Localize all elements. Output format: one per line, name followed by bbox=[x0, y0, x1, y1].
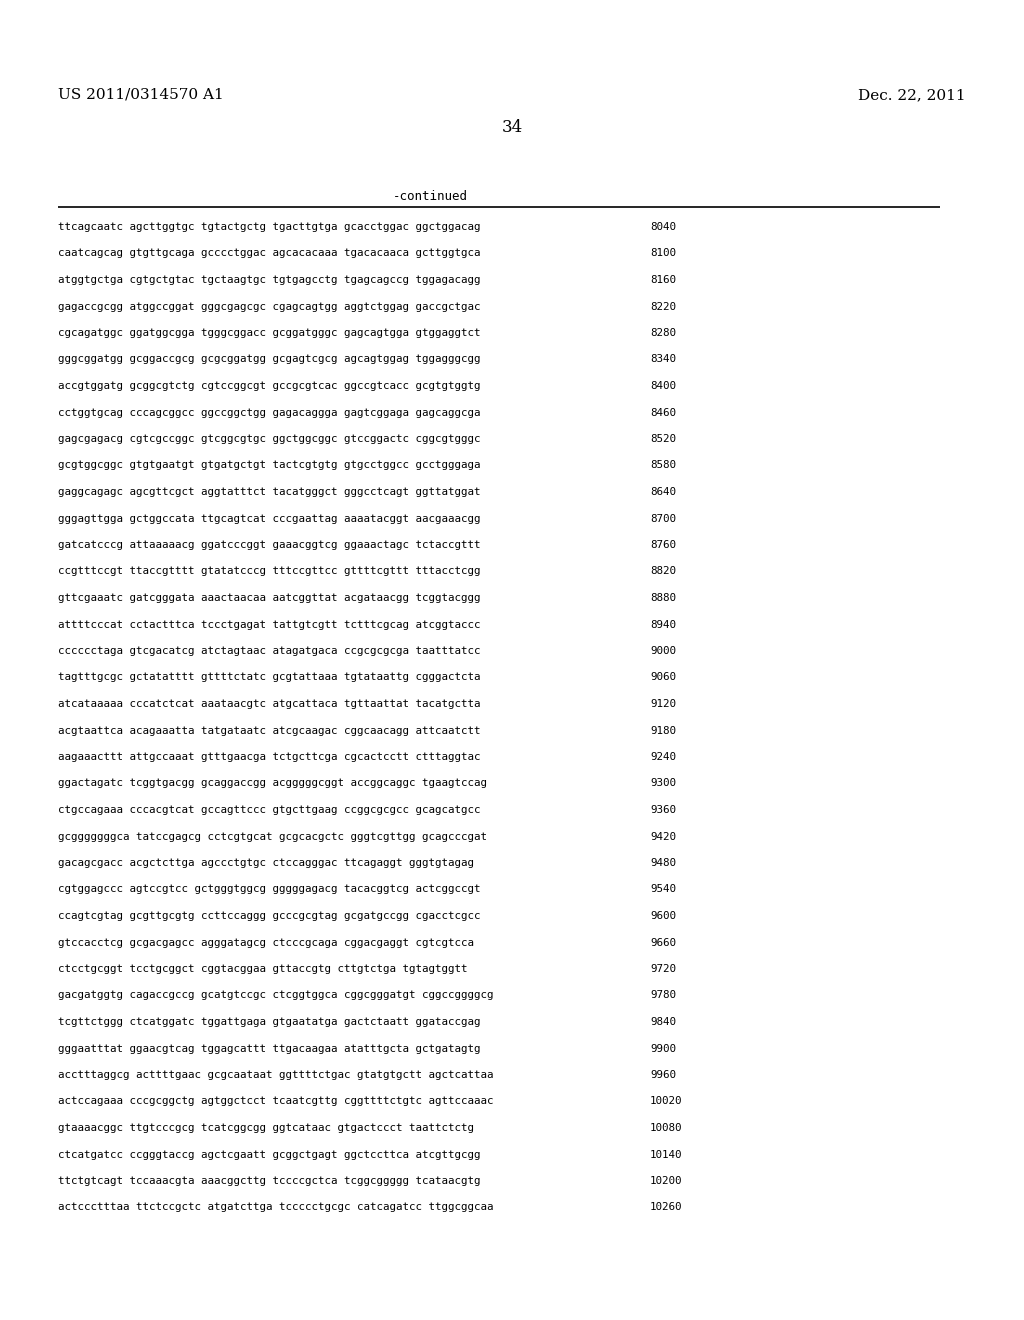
Text: 9120: 9120 bbox=[650, 700, 676, 709]
Text: 9540: 9540 bbox=[650, 884, 676, 895]
Text: accgtggatg gcggcgtctg cgtccggcgt gccgcgtcac ggccgtcacc gcgtgtggtg: accgtggatg gcggcgtctg cgtccggcgt gccgcgt… bbox=[58, 381, 480, 391]
Text: ccgtttccgt ttaccgtttt gtatatcccg tttccgttcc gttttcgttt tttacctcgg: ccgtttccgt ttaccgtttt gtatatcccg tttccgt… bbox=[58, 566, 480, 577]
Text: gagaccgcgg atggccggat gggcgagcgc cgagcagtgg aggtctggag gaccgctgac: gagaccgcgg atggccggat gggcgagcgc cgagcag… bbox=[58, 301, 480, 312]
Text: 8040: 8040 bbox=[650, 222, 676, 232]
Text: ctcctgcggt tcctgcggct cggtacggaa gttaccgtg cttgtctga tgtagtggtt: ctcctgcggt tcctgcggct cggtacggaa gttaccg… bbox=[58, 964, 468, 974]
Text: 34: 34 bbox=[502, 120, 522, 136]
Text: 8820: 8820 bbox=[650, 566, 676, 577]
Text: US 2011/0314570 A1: US 2011/0314570 A1 bbox=[58, 88, 224, 102]
Text: 8460: 8460 bbox=[650, 408, 676, 417]
Text: actccctttaa ttctccgctc atgatcttga tccccctgcgc catcagatcc ttggcggcaa: actccctttaa ttctccgctc atgatcttga tccccc… bbox=[58, 1203, 494, 1213]
Text: gaggcagagc agcgttcgct aggtatttct tacatgggct gggcctcagt ggttatggat: gaggcagagc agcgttcgct aggtatttct tacatgg… bbox=[58, 487, 480, 498]
Text: 8940: 8940 bbox=[650, 619, 676, 630]
Text: 9780: 9780 bbox=[650, 990, 676, 1001]
Text: 8280: 8280 bbox=[650, 327, 676, 338]
Text: 9420: 9420 bbox=[650, 832, 676, 842]
Text: gcgggggggca tatccgagcg cctcgtgcat gcgcacgctc gggtcgttgg gcagcccgat: gcgggggggca tatccgagcg cctcgtgcat gcgcac… bbox=[58, 832, 487, 842]
Text: 8220: 8220 bbox=[650, 301, 676, 312]
Text: 9720: 9720 bbox=[650, 964, 676, 974]
Text: 9240: 9240 bbox=[650, 752, 676, 762]
Text: aagaaacttt attgccaaat gtttgaacga tctgcttcga cgcactcctt ctttaggtac: aagaaacttt attgccaaat gtttgaacga tctgctt… bbox=[58, 752, 480, 762]
Text: 8580: 8580 bbox=[650, 461, 676, 470]
Text: 9480: 9480 bbox=[650, 858, 676, 869]
Text: gatcatcccg attaaaaacg ggatcccggt gaaacggtcg ggaaactagc tctaccgttt: gatcatcccg attaaaaacg ggatcccggt gaaacgg… bbox=[58, 540, 480, 550]
Text: gggagttgga gctggccata ttgcagtcat cccgaattag aaaatacggt aacgaaacgg: gggagttgga gctggccata ttgcagtcat cccgaat… bbox=[58, 513, 480, 524]
Text: ctgccagaaa cccacgtcat gccagttccc gtgcttgaag ccggcgcgcc gcagcatgcc: ctgccagaaa cccacgtcat gccagttccc gtgcttg… bbox=[58, 805, 480, 814]
Text: 9060: 9060 bbox=[650, 672, 676, 682]
Text: gggaatttat ggaacgtcag tggagcattt ttgacaagaa atatttgcta gctgatagtg: gggaatttat ggaacgtcag tggagcattt ttgacaa… bbox=[58, 1044, 480, 1053]
Text: 9960: 9960 bbox=[650, 1071, 676, 1080]
Text: 9300: 9300 bbox=[650, 779, 676, 788]
Text: cgtggagccc agtccgtcc gctgggtggcg gggggagacg tacacggtcg actcggccgt: cgtggagccc agtccgtcc gctgggtggcg gggggag… bbox=[58, 884, 480, 895]
Text: 10200: 10200 bbox=[650, 1176, 683, 1185]
Text: 8520: 8520 bbox=[650, 434, 676, 444]
Text: cctggtgcag cccagcggcc ggccggctgg gagacaggga gagtcggaga gagcaggcga: cctggtgcag cccagcggcc ggccggctgg gagacag… bbox=[58, 408, 480, 417]
Text: actccagaaa cccgcggctg agtggctcct tcaatcgttg cggttttctgtc agttccaaac: actccagaaa cccgcggctg agtggctcct tcaatcg… bbox=[58, 1097, 494, 1106]
Text: gggcggatgg gcggaccgcg gcgcggatgg gcgagtcgcg agcagtggag tggagggcgg: gggcggatgg gcggaccgcg gcgcggatgg gcgagtc… bbox=[58, 355, 480, 364]
Text: gcgtggcggc gtgtgaatgt gtgatgctgt tactcgtgtg gtgcctggcc gcctgggaga: gcgtggcggc gtgtgaatgt gtgatgctgt tactcgt… bbox=[58, 461, 480, 470]
Text: -continued: -continued bbox=[392, 190, 468, 202]
Text: 9660: 9660 bbox=[650, 937, 676, 948]
Text: gacagcgacc acgctcttga agccctgtgc ctccagggac ttcagaggt gggtgtagag: gacagcgacc acgctcttga agccctgtgc ctccagg… bbox=[58, 858, 474, 869]
Text: cccccctaga gtcgacatcg atctagtaac atagatgaca ccgcgcgcga taatttatcc: cccccctaga gtcgacatcg atctagtaac atagatg… bbox=[58, 645, 480, 656]
Text: 9360: 9360 bbox=[650, 805, 676, 814]
Text: 10080: 10080 bbox=[650, 1123, 683, 1133]
Text: ctcatgatcc ccgggtaccg agctcgaatt gcggctgagt ggctccttca atcgttgcgg: ctcatgatcc ccgggtaccg agctcgaatt gcggctg… bbox=[58, 1150, 480, 1159]
Text: 10140: 10140 bbox=[650, 1150, 683, 1159]
Text: 8640: 8640 bbox=[650, 487, 676, 498]
Text: 8760: 8760 bbox=[650, 540, 676, 550]
Text: 10260: 10260 bbox=[650, 1203, 683, 1213]
Text: 8400: 8400 bbox=[650, 381, 676, 391]
Text: 9180: 9180 bbox=[650, 726, 676, 735]
Text: gtccacctcg gcgacgagcc agggatagcg ctcccgcaga cggacgaggt cgtcgtcca: gtccacctcg gcgacgagcc agggatagcg ctcccgc… bbox=[58, 937, 474, 948]
Text: gttcgaaatc gatcgggata aaactaacaa aatcggttat acgataacgg tcggtacggg: gttcgaaatc gatcgggata aaactaacaa aatcggt… bbox=[58, 593, 480, 603]
Text: ttctgtcagt tccaaacgta aaacggcttg tccccgctca tcggcggggg tcataacgtg: ttctgtcagt tccaaacgta aaacggcttg tccccgc… bbox=[58, 1176, 480, 1185]
Text: 8160: 8160 bbox=[650, 275, 676, 285]
Text: 9600: 9600 bbox=[650, 911, 676, 921]
Text: Dec. 22, 2011: Dec. 22, 2011 bbox=[858, 88, 966, 102]
Text: 8340: 8340 bbox=[650, 355, 676, 364]
Text: tagtttgcgc gctatatttt gttttctatc gcgtattaaa tgtataattg cgggactcta: tagtttgcgc gctatatttt gttttctatc gcgtatt… bbox=[58, 672, 480, 682]
Text: ttcagcaatc agcttggtgc tgtactgctg tgacttgtga gcacctggac ggctggacag: ttcagcaatc agcttggtgc tgtactgctg tgacttg… bbox=[58, 222, 480, 232]
Text: acgtaattca acagaaatta tatgataatc atcgcaagac cggcaacagg attcaatctt: acgtaattca acagaaatta tatgataatc atcgcaa… bbox=[58, 726, 480, 735]
Text: atcataaaaa cccatctcat aaataacgtc atgcattaca tgttaattat tacatgctta: atcataaaaa cccatctcat aaataacgtc atgcatt… bbox=[58, 700, 480, 709]
Text: 9840: 9840 bbox=[650, 1016, 676, 1027]
Text: 8100: 8100 bbox=[650, 248, 676, 259]
Text: 8880: 8880 bbox=[650, 593, 676, 603]
Text: ccagtcgtag gcgttgcgtg ccttccaggg gcccgcgtag gcgatgccgg cgacctcgcc: ccagtcgtag gcgttgcgtg ccttccaggg gcccgcg… bbox=[58, 911, 480, 921]
Text: ggactagatc tcggtgacgg gcaggaccgg acgggggcggt accggcaggc tgaagtccag: ggactagatc tcggtgacgg gcaggaccgg acggggg… bbox=[58, 779, 487, 788]
Text: gagcgagacg cgtcgccggc gtcggcgtgc ggctggcggc gtccggactc cggcgtgggc: gagcgagacg cgtcgccggc gtcggcgtgc ggctggc… bbox=[58, 434, 480, 444]
Text: cgcagatggc ggatggcgga tgggcggacc gcggatgggc gagcagtgga gtggaggtct: cgcagatggc ggatggcgga tgggcggacc gcggatg… bbox=[58, 327, 480, 338]
Text: gacgatggtg cagaccgccg gcatgtccgc ctcggtggca cggcgggatgt cggccggggcg: gacgatggtg cagaccgccg gcatgtccgc ctcggtg… bbox=[58, 990, 494, 1001]
Text: attttcccat cctactttca tccctgagat tattgtcgtt tctttcgcag atcggtaccc: attttcccat cctactttca tccctgagat tattgtc… bbox=[58, 619, 480, 630]
Text: 9000: 9000 bbox=[650, 645, 676, 656]
Text: 9900: 9900 bbox=[650, 1044, 676, 1053]
Text: 10020: 10020 bbox=[650, 1097, 683, 1106]
Text: caatcagcag gtgttgcaga gcccctggac agcacacaaa tgacacaaca gcttggtgca: caatcagcag gtgttgcaga gcccctggac agcacac… bbox=[58, 248, 480, 259]
Text: tcgttctggg ctcatggatc tggattgaga gtgaatatga gactctaatt ggataccgag: tcgttctggg ctcatggatc tggattgaga gtgaata… bbox=[58, 1016, 480, 1027]
Text: acctttaggcg acttttgaac gcgcaataat ggttttctgac gtatgtgctt agctcattaa: acctttaggcg acttttgaac gcgcaataat ggtttt… bbox=[58, 1071, 494, 1080]
Text: 8700: 8700 bbox=[650, 513, 676, 524]
Text: atggtgctga cgtgctgtac tgctaagtgc tgtgagcctg tgagcagccg tggagacagg: atggtgctga cgtgctgtac tgctaagtgc tgtgagc… bbox=[58, 275, 480, 285]
Text: gtaaaacggc ttgtcccgcg tcatcggcgg ggtcataac gtgactccct taattctctg: gtaaaacggc ttgtcccgcg tcatcggcgg ggtcata… bbox=[58, 1123, 474, 1133]
